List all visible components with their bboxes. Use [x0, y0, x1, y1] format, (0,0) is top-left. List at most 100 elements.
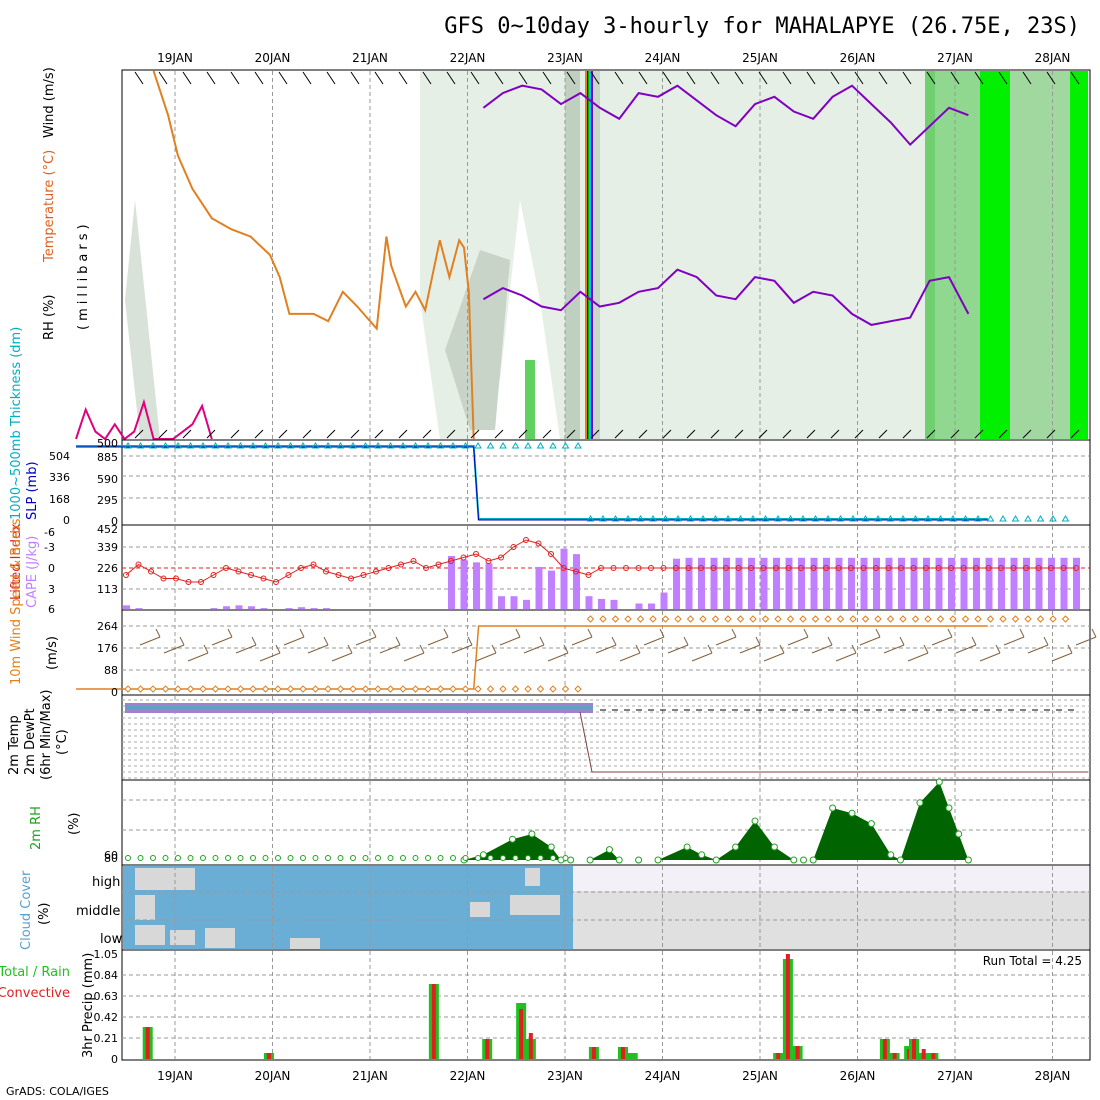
cape-tick: 226 — [97, 562, 118, 575]
upper-wind-barb — [398, 71, 408, 85]
thickness-marker — [199, 442, 207, 449]
lifted-index-point — [673, 565, 679, 571]
thickness-marker — [349, 442, 357, 449]
upper-wind-barb — [1022, 71, 1032, 85]
rh2m-point — [312, 855, 319, 861]
wind-barb-tail — [731, 628, 737, 638]
cape-bar — [1060, 557, 1068, 609]
rh2m-unit: (%) — [67, 813, 82, 836]
cape-bar — [135, 608, 143, 609]
lifted-index-point — [823, 565, 829, 571]
panel-labels: RH (%) Temperature (°C) Wind (m/s) (mill… — [0, 67, 123, 1058]
wind-marker — [949, 615, 957, 623]
rh2m-point — [897, 856, 904, 864]
wind-barb-tail — [587, 628, 593, 638]
lower-wind-barb — [806, 429, 816, 439]
wind-barb-tail — [803, 628, 809, 638]
rh2m-point — [162, 855, 169, 861]
bottom-date-label: 23JAN — [547, 1069, 583, 1083]
top-date-label: 21JAN — [352, 51, 388, 65]
wind-barb — [787, 636, 809, 646]
slp-tick: 885 — [97, 451, 118, 464]
top-date-label: 26JAN — [840, 51, 876, 65]
lifted-index-point — [998, 565, 1004, 571]
wind-barb — [499, 636, 521, 646]
lifted-index-point — [335, 572, 342, 578]
cape-bar — [310, 608, 318, 609]
cape-bar — [873, 557, 880, 609]
cape-bar — [748, 557, 755, 609]
wind-marker — [624, 615, 632, 623]
wind-marker — [824, 615, 832, 623]
lifted-index-point — [1073, 565, 1079, 571]
rh2m-point — [683, 843, 691, 851]
rh2m-point — [887, 851, 895, 859]
thickness-marker — [174, 442, 182, 449]
rh2m-tick: 60 — [104, 849, 118, 862]
wind-barb-tail — [1019, 628, 1025, 638]
thickness-marker — [499, 442, 507, 449]
thickness-tick: 0 — [63, 514, 70, 527]
cape-bar — [848, 557, 855, 609]
rh2m-point — [450, 855, 456, 861]
bottom-date-axis: 19JAN 20JAN 21JAN 22JAN 23JAN 24JAN 25JAN 26JAN… — [157, 1069, 1070, 1083]
precip-conv-bar — [431, 984, 436, 1059]
lifted-index-point — [173, 575, 179, 582]
wind-marker — [411, 685, 420, 693]
upper-wind-barb — [686, 71, 696, 85]
cape-bar — [935, 557, 943, 609]
bottom-date-label: 20JAN — [255, 1069, 291, 1083]
slp-tick: 0 — [111, 515, 118, 528]
thickness-tick: 168 — [49, 493, 70, 506]
rh2m-point — [829, 804, 837, 812]
rh2m-area — [464, 782, 969, 860]
bottom-date-label: 21JAN — [352, 1069, 388, 1083]
lower-wind-barb — [326, 429, 336, 439]
rh2m-point — [964, 856, 972, 864]
wind-barb-tail — [635, 644, 641, 654]
lower-wind-barb — [446, 429, 456, 439]
precip-tick: 0 — [111, 1053, 118, 1066]
wind-barb-tail — [323, 636, 329, 646]
thickness-marker — [674, 515, 682, 522]
upper-wind-barb — [782, 71, 792, 85]
wind-tick: 264 — [97, 620, 118, 633]
lifted-index-point — [760, 565, 767, 571]
rh2m-point — [337, 855, 344, 861]
upper-wind-barb — [446, 71, 456, 85]
lifted-index-point — [623, 565, 629, 571]
cape-bar — [1035, 557, 1043, 609]
wind-barb-tail — [203, 644, 209, 654]
lifted-index-point — [485, 558, 492, 564]
wind-marker — [736, 615, 745, 623]
thickness-marker — [186, 442, 195, 449]
upper-label-temp: Temperature (°C) — [42, 150, 57, 263]
thickness-marker — [461, 442, 470, 449]
lifted-index-point — [1048, 565, 1054, 571]
cloud-panel-content — [122, 866, 1090, 950]
lower-wind-barb — [206, 429, 216, 439]
lower-wind-barb — [254, 429, 264, 439]
wind-barb — [811, 644, 833, 654]
credit-label: GrADS: COLA/IGES — [6, 1085, 109, 1098]
wind-marker — [386, 685, 395, 693]
cloud-cell — [205, 928, 235, 948]
thickness-marker — [561, 442, 570, 449]
lower-wind-barb — [470, 429, 480, 439]
rh2m-point — [732, 843, 740, 851]
precip-tick: 0.21 — [94, 1032, 119, 1045]
lower-wind-barb — [542, 429, 552, 439]
cape-bar — [498, 596, 505, 609]
thickness-marker — [236, 442, 245, 449]
precip-panel-content: 1.05 0.84 0.63 0.42 0.21 0 — [94, 948, 1090, 1066]
wind-barb — [619, 652, 641, 662]
wind-barb — [523, 644, 545, 654]
wind-barb — [571, 636, 593, 646]
li-tick: 6 — [48, 603, 55, 616]
upper-wind-barb — [566, 71, 576, 85]
lower-wind-barb — [710, 429, 720, 439]
cape-bar — [685, 557, 693, 609]
precip-conv-bar — [266, 1053, 271, 1059]
lifted-index-point — [498, 554, 504, 561]
lifted-index-point — [248, 572, 254, 578]
